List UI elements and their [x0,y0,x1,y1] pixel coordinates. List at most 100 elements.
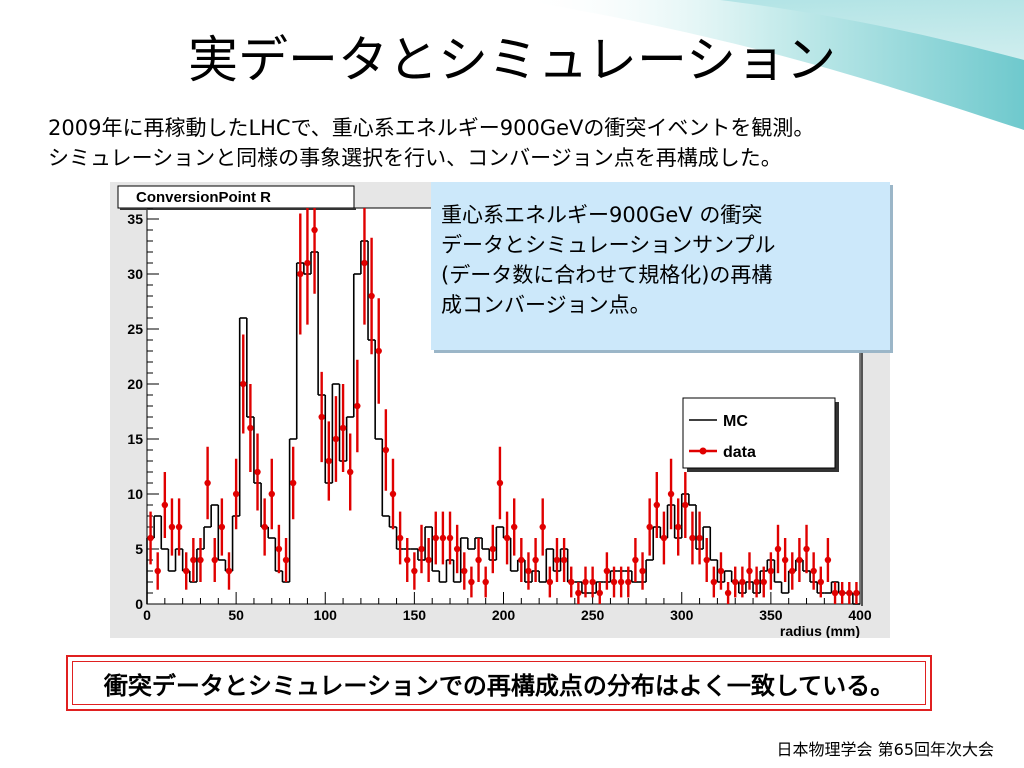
data-point [510,523,518,531]
data-point [817,578,824,586]
data-point [632,556,639,564]
x-tick-label: 100 [314,607,338,623]
data-point [696,534,703,542]
data-point [653,501,660,509]
y-tick-label: 25 [127,321,143,337]
data-point [596,589,603,597]
data-point [396,534,404,542]
x-axis-label: radius (mm) [780,623,860,638]
intro-line-2: シミュレーションと同様の事象選択を行い、コンバージョン点を再構成した。 [48,146,782,170]
intro-line-1: 2009年に再稼動したLHCで、重心系エネルギー900GeVの衝突イベントを観測… [48,116,815,140]
data-point [703,556,710,564]
data-point [418,545,425,553]
data-point [225,567,233,575]
data-point [838,589,846,597]
x-tick-label: 250 [581,607,605,623]
data-point [568,578,575,586]
data-point [518,556,525,564]
data-point [789,567,796,575]
data-point [254,468,261,476]
data-point [853,589,860,597]
data-point [760,578,767,586]
data-series [147,208,860,604]
data-point [482,578,489,586]
data-point [560,556,568,564]
data-point [810,567,817,575]
data-point [553,556,561,564]
data-point [339,424,347,432]
data-point [617,578,625,586]
data-point [667,490,675,498]
data-point [297,270,304,278]
data-point [710,578,718,586]
data-point [446,534,454,542]
data-point [689,534,696,542]
data-point [774,545,782,553]
legend-data-label: data [723,444,756,461]
data-point [332,435,340,443]
data-point [682,501,689,509]
data-point [824,556,832,564]
data-point [425,556,432,564]
data-point [603,567,611,575]
data-point [539,523,546,531]
data-point [831,589,839,597]
footer-text: 日本物理学会 第65回年次大会 [776,740,994,759]
chart-title: ConversionPoint R [136,189,271,206]
data-point [389,490,397,498]
data-point [318,413,325,421]
data-point [582,578,589,586]
data-point [268,490,275,498]
data-point [453,545,461,553]
data-point [168,523,176,531]
y-tick-label: 15 [127,431,143,447]
data-point [639,567,646,575]
x-tick-label: 50 [228,607,244,623]
conclusion-text: 衝突データとシミュレーションでの再構成点の分布はよく一致している。 [72,661,926,705]
data-point [232,490,240,498]
x-tick-label: 0 [143,607,151,623]
data-point [503,534,511,542]
data-point [468,578,475,586]
data-point [575,589,582,597]
legend-data-swatch-point [699,447,707,455]
data-point [218,523,226,531]
legend-mc-label: MC [723,413,748,430]
data-point [674,523,682,531]
callout-line-4: 成コンバージョン点。 [441,293,651,317]
data-point [147,534,154,542]
data-point [496,479,504,487]
data-point [746,567,753,575]
slide-title: 実データとシミュレーション [188,31,836,89]
data-point [646,523,653,531]
data-point [753,578,760,586]
data-point [660,534,668,542]
data-point [717,567,725,575]
data-point [347,468,354,476]
data-point [354,402,361,410]
data-point [461,567,468,575]
data-point [261,523,268,531]
callout-box: 重心系エネルギー900GeV の衝突 データとシミュレーションサンプル (データ… [431,182,890,350]
data-point [411,567,418,575]
data-point [439,534,447,542]
data-point [489,545,497,553]
data-point [175,523,183,531]
data-point [161,501,169,509]
data-point [282,556,290,564]
data-point [382,446,390,454]
callout-line-1: 重心系エネルギー900GeV の衝突 [441,203,763,227]
data-point [796,556,803,564]
x-tick-label: 300 [670,607,694,623]
data-point [625,578,632,586]
data-point [325,457,333,465]
data-point [183,567,190,575]
callout-line-2: データとシミュレーションサンプル [441,233,776,257]
data-point [404,556,411,564]
data-point [204,479,211,487]
x-tick-label: 200 [492,607,516,623]
data-point [724,589,732,597]
data-point [240,380,247,388]
data-point [289,479,297,487]
